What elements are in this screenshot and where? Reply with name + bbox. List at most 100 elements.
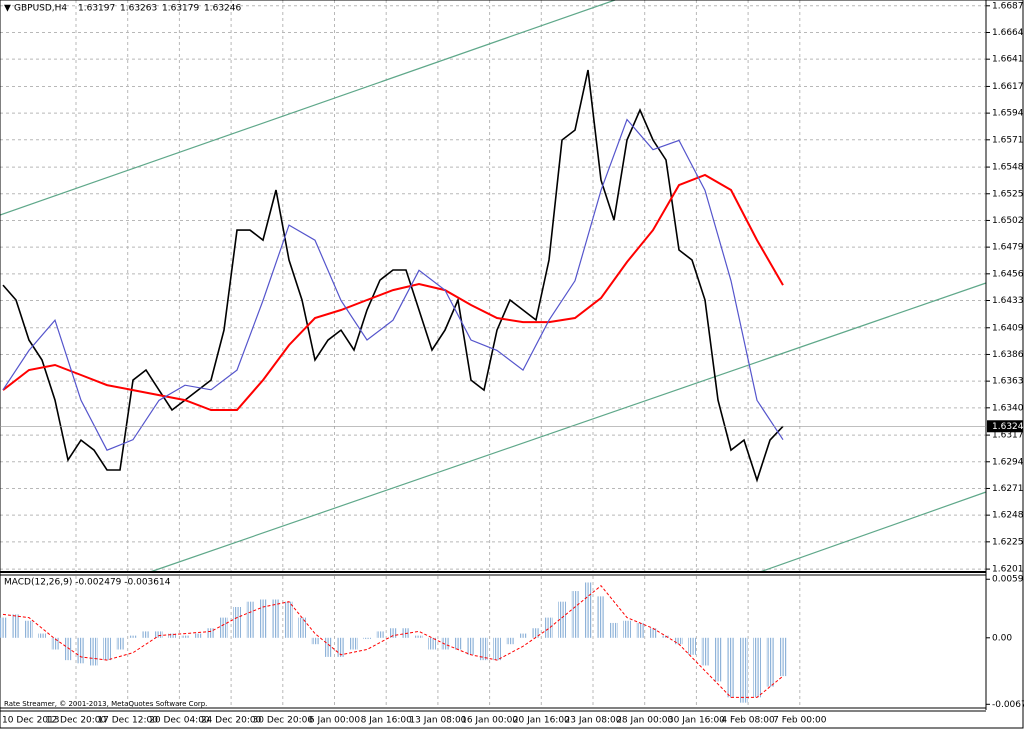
macd-bar (740, 637, 748, 703)
y-tick-label: 1.6548 (992, 163, 1024, 173)
macd-bar (623, 620, 631, 638)
macd-bar (350, 637, 358, 650)
macd-bar (246, 601, 254, 638)
y-tick-label: 1.64095 (992, 323, 1024, 333)
y-tick-label: 1.63405 (992, 403, 1024, 413)
footer: Rate Streamer, © 2001-2013, MetaQuotes S… (4, 700, 207, 708)
macd-bar (571, 591, 579, 638)
macd-bar (675, 637, 683, 645)
macd-bar (51, 637, 59, 650)
time-label: 30 Dec 20:00 (253, 716, 314, 726)
y-tick-label: 1.6317 (992, 431, 1024, 441)
y-tick-label: 1.6479 (992, 243, 1024, 253)
macd-bar (415, 635, 423, 638)
macd-bar (298, 617, 306, 638)
channel-middle (149, 282, 987, 573)
ma-fast (2, 118, 784, 451)
macd-bar (493, 637, 501, 661)
macd-bar (103, 637, 111, 661)
time-label: 13 Jan 08:00 (409, 716, 466, 726)
time-label: 7 Feb 00:00 (773, 716, 827, 726)
macd-bar (545, 617, 553, 638)
ohlc-value: 1.63197 (78, 4, 115, 14)
macd-bar (428, 637, 436, 650)
time-label: 20 Dec 04:00 (149, 716, 210, 726)
y-tick-label: 1.6433 (992, 296, 1024, 306)
macd-bar (519, 633, 527, 638)
current-price-label: 1.63246 (992, 422, 1024, 432)
macd-bar (64, 637, 72, 661)
channel-upper (0, 0, 616, 216)
macd-bar (181, 635, 189, 638)
y-tick-label: 1.6641 (992, 55, 1024, 65)
macd-label: MACD(12,26,9) -0.002479 -0.003614 (4, 578, 171, 588)
macd-bar (155, 631, 163, 638)
macd-bar (90, 637, 98, 666)
macd-bar (285, 601, 293, 638)
macd-bar (324, 637, 332, 657)
y-tick-label: 1.6248 (992, 511, 1024, 521)
macd-bar (129, 635, 137, 638)
macd-bar (259, 599, 267, 638)
macd-bar (766, 637, 774, 687)
macd-bar (558, 601, 566, 638)
macd-tick-label: -0.006755 (992, 700, 1024, 710)
y-tick-label: 1.65715 (992, 135, 1024, 145)
y-tick-label: 1.65945 (992, 109, 1024, 119)
time-label: 10 Dec 2013 (2, 716, 60, 726)
macd-bar (506, 637, 514, 645)
macd-bar (168, 633, 176, 638)
macd-bar (311, 637, 319, 645)
y-tick-label: 1.6271 (992, 484, 1024, 494)
time-label: 24 Dec 20:00 (201, 716, 262, 726)
macd-bar (142, 631, 150, 638)
macd-bar (12, 614, 20, 638)
ma-slow (2, 173, 784, 411)
channel-lower (759, 491, 987, 573)
y-tick-label: 1.6456 (992, 269, 1024, 279)
macd-bar (753, 637, 761, 698)
time-label: 30 Jan 16:00 (668, 716, 725, 726)
y-tick-label: 1.63635 (992, 377, 1024, 387)
macd-bar (363, 637, 371, 639)
macd-bar (649, 628, 657, 638)
macd-bar (233, 606, 241, 638)
time-label: 20 Jan 16:00 (513, 716, 570, 726)
y-tick-label: 1.63865 (992, 350, 1024, 360)
macd-bar (480, 637, 488, 661)
ohlc-value: 1.63179 (162, 4, 199, 14)
ohlc-value: 1.63246 (204, 4, 241, 14)
time-label: 12 Dec 20:00 (46, 716, 107, 726)
y-tick-label: 1.6525 (992, 189, 1024, 199)
macd-bar (532, 628, 540, 638)
macd-bar (389, 628, 397, 638)
macd-bar (688, 637, 696, 655)
macd-tick-label: 0.00 (992, 633, 1012, 643)
macd-bar (376, 631, 384, 638)
y-tick-label: 1.62015 (992, 565, 1024, 575)
macd-bar (194, 633, 202, 638)
macd-bar (454, 637, 462, 650)
time-label: 23 Jan 08:00 (565, 716, 622, 726)
macd-bar (584, 582, 592, 638)
symbol-caret: ▼ (4, 4, 11, 14)
time-label: 17 Dec 12:00 (97, 716, 158, 726)
macd-bar (0, 617, 7, 638)
y-tick-label: 1.66870 (992, 1, 1024, 11)
y-tick-label: 1.6502 (992, 216, 1024, 226)
y-tick-label: 1.6225 (992, 537, 1024, 547)
symbol: GBPUSD,H4 (14, 4, 67, 14)
macd-bar (77, 637, 85, 664)
macd-bar (597, 596, 605, 638)
price-line (2, 69, 784, 483)
time-label: 4 Feb 08:00 (721, 716, 775, 726)
time-label: 8 Jan 16:00 (361, 716, 413, 726)
macd-bar (116, 637, 124, 650)
time-label: 28 Jan 00:00 (616, 716, 673, 726)
y-tick-label: 1.6664 (992, 28, 1024, 38)
macd-bar (701, 637, 709, 666)
